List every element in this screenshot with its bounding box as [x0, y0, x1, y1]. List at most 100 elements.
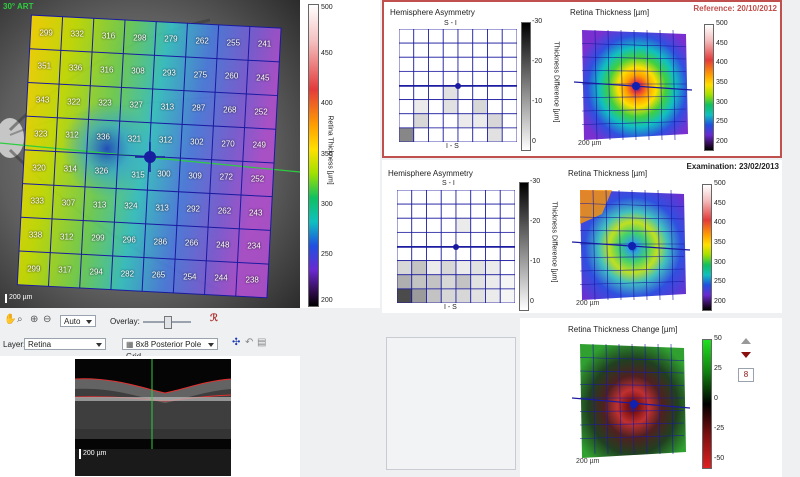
- grid-cell-value: 270: [221, 139, 235, 149]
- grid-select[interactable]: ▦ 8x8 Posterior Pole Grid: [122, 338, 218, 361]
- change-panel: Retina Thickness Change [µm] 200 µm 50 25…: [520, 318, 782, 477]
- zoom-out-icon[interactable]: ⊖: [43, 314, 52, 325]
- layer-label: Layer:: [3, 340, 26, 349]
- map-grid-line: [579, 435, 685, 439]
- fundus-image[interactable]: [0, 0, 300, 308]
- hemi-cell: [440, 231, 457, 247]
- crosshair-icon[interactable]: ✣: [232, 337, 241, 348]
- map-grid-line: [579, 384, 685, 386]
- overlay-slider-handle[interactable]: [164, 316, 172, 329]
- step-value[interactable]: 8: [738, 368, 754, 382]
- hemi-cell: [501, 70, 518, 86]
- reference-hemi-bottom: I - S: [446, 143, 459, 150]
- hemi-cell: [426, 231, 442, 247]
- hemi-cell: [398, 56, 415, 72]
- hemi-cell: [485, 189, 501, 205]
- zoom-select[interactable]: Auto: [60, 315, 96, 327]
- bscan-image[interactable]: [75, 359, 231, 476]
- grid-cell-value: 321: [127, 134, 142, 144]
- map-grid-line: [605, 189, 609, 301]
- hemi-cell: [499, 217, 516, 233]
- hemi-cell: [413, 42, 429, 58]
- hemi-cell: [472, 85, 488, 101]
- hemi-cell: [455, 260, 472, 276]
- map-grid-line: [581, 108, 687, 112]
- hemi-cell: [428, 127, 444, 143]
- hemi-cell: [442, 70, 459, 86]
- hemi-cell: [398, 113, 415, 129]
- map-grid-line: [579, 422, 685, 426]
- hemi-cell: [455, 231, 472, 247]
- reference-hemi-top: S - I: [444, 20, 457, 27]
- hemi-cell: [501, 99, 518, 115]
- map-grid-line: [659, 29, 663, 141]
- step-down-icon[interactable]: [741, 352, 751, 358]
- examination-thickness-map[interactable]: [572, 184, 690, 308]
- map-grid-line: [657, 343, 661, 455]
- scale-tick-label: 200: [321, 297, 333, 304]
- hemi-cell: [499, 288, 516, 304]
- zoom-fit-icon[interactable]: ⌕: [17, 314, 23, 325]
- undo-icon[interactable]: ↶: [245, 337, 254, 348]
- hemi-cell: [472, 56, 488, 72]
- hemi-cell: [411, 274, 427, 290]
- reference-thickness-map[interactable]: [574, 24, 692, 148]
- change-colorbar: [702, 339, 712, 469]
- change-map[interactable]: [572, 338, 690, 466]
- map-grid-line: [594, 29, 598, 141]
- hemi-grid-svg: [387, 189, 525, 304]
- reference-thick-ticks: 500 450 400 350 300 250 200: [716, 20, 740, 149]
- hemi-cell: [428, 70, 444, 86]
- grid-cell-value: 332: [70, 29, 85, 39]
- fundus-grid-line: [172, 23, 188, 293]
- grid-cell-value: 351: [37, 61, 52, 71]
- hand-tool-icon[interactable]: ✋: [4, 314, 17, 325]
- hemi-cell: [457, 56, 474, 72]
- map-grid-line: [607, 29, 611, 141]
- hemi-cell: [499, 246, 516, 262]
- examination-hemi-grid: [387, 189, 525, 304]
- step-up-icon[interactable]: [741, 338, 751, 344]
- hemi-cell: [440, 217, 457, 233]
- grid-cell-value: 265: [151, 270, 166, 280]
- map-grid-line: [581, 121, 687, 125]
- scale-tick-label: -50: [714, 455, 725, 462]
- grid-cell-value: 308: [131, 66, 145, 76]
- hemi-cell: [396, 274, 413, 290]
- hemi-cell: [485, 231, 501, 247]
- grid-cell-value: 282: [120, 269, 135, 279]
- grid-cell-value: 299: [27, 264, 41, 274]
- hemi-cell: [426, 189, 442, 205]
- layer-select[interactable]: Retina: [24, 338, 106, 350]
- scale-tick-label: 250: [716, 118, 728, 126]
- hemi-cell: [470, 203, 486, 219]
- hemi-cell: [396, 189, 413, 205]
- save-icon[interactable]: ▤: [257, 337, 267, 348]
- scale-tick-label: 400: [321, 100, 333, 108]
- grid-cell-value: 298: [133, 33, 147, 43]
- fundus-grid-line: [22, 183, 273, 198]
- reference-diff-title: Thickness Difference [µm]: [552, 41, 560, 123]
- grid-cell-value: 343: [35, 95, 50, 105]
- hemi-cell: [442, 127, 459, 143]
- reference-thick-colorbar: [704, 24, 714, 151]
- hemi-cell: [501, 85, 518, 101]
- overlay-settings-icon[interactable]: ℛ: [210, 313, 218, 324]
- zoom-in-icon[interactable]: ⊕: [30, 314, 39, 325]
- hemi-cell: [442, 113, 459, 129]
- map-grid-line: [579, 256, 685, 258]
- hemi-cell: [411, 260, 427, 276]
- hemi-cell: [413, 127, 429, 143]
- hemi-cell: [426, 203, 442, 219]
- overlay-label: Overlay:: [110, 317, 140, 326]
- hemi-cell: [487, 113, 503, 129]
- grid-cell-value: 317: [58, 265, 72, 275]
- scale-tick-label: 25: [714, 365, 722, 372]
- hemi-cell: [457, 70, 474, 86]
- scale-tick-label: 350: [714, 239, 726, 246]
- hemi-cell: [470, 189, 486, 205]
- hemi-cell: [457, 42, 474, 58]
- scale-tick-label: 300: [714, 258, 726, 266]
- grid-cell-value: 279: [164, 34, 178, 44]
- hemi-cell: [426, 274, 442, 290]
